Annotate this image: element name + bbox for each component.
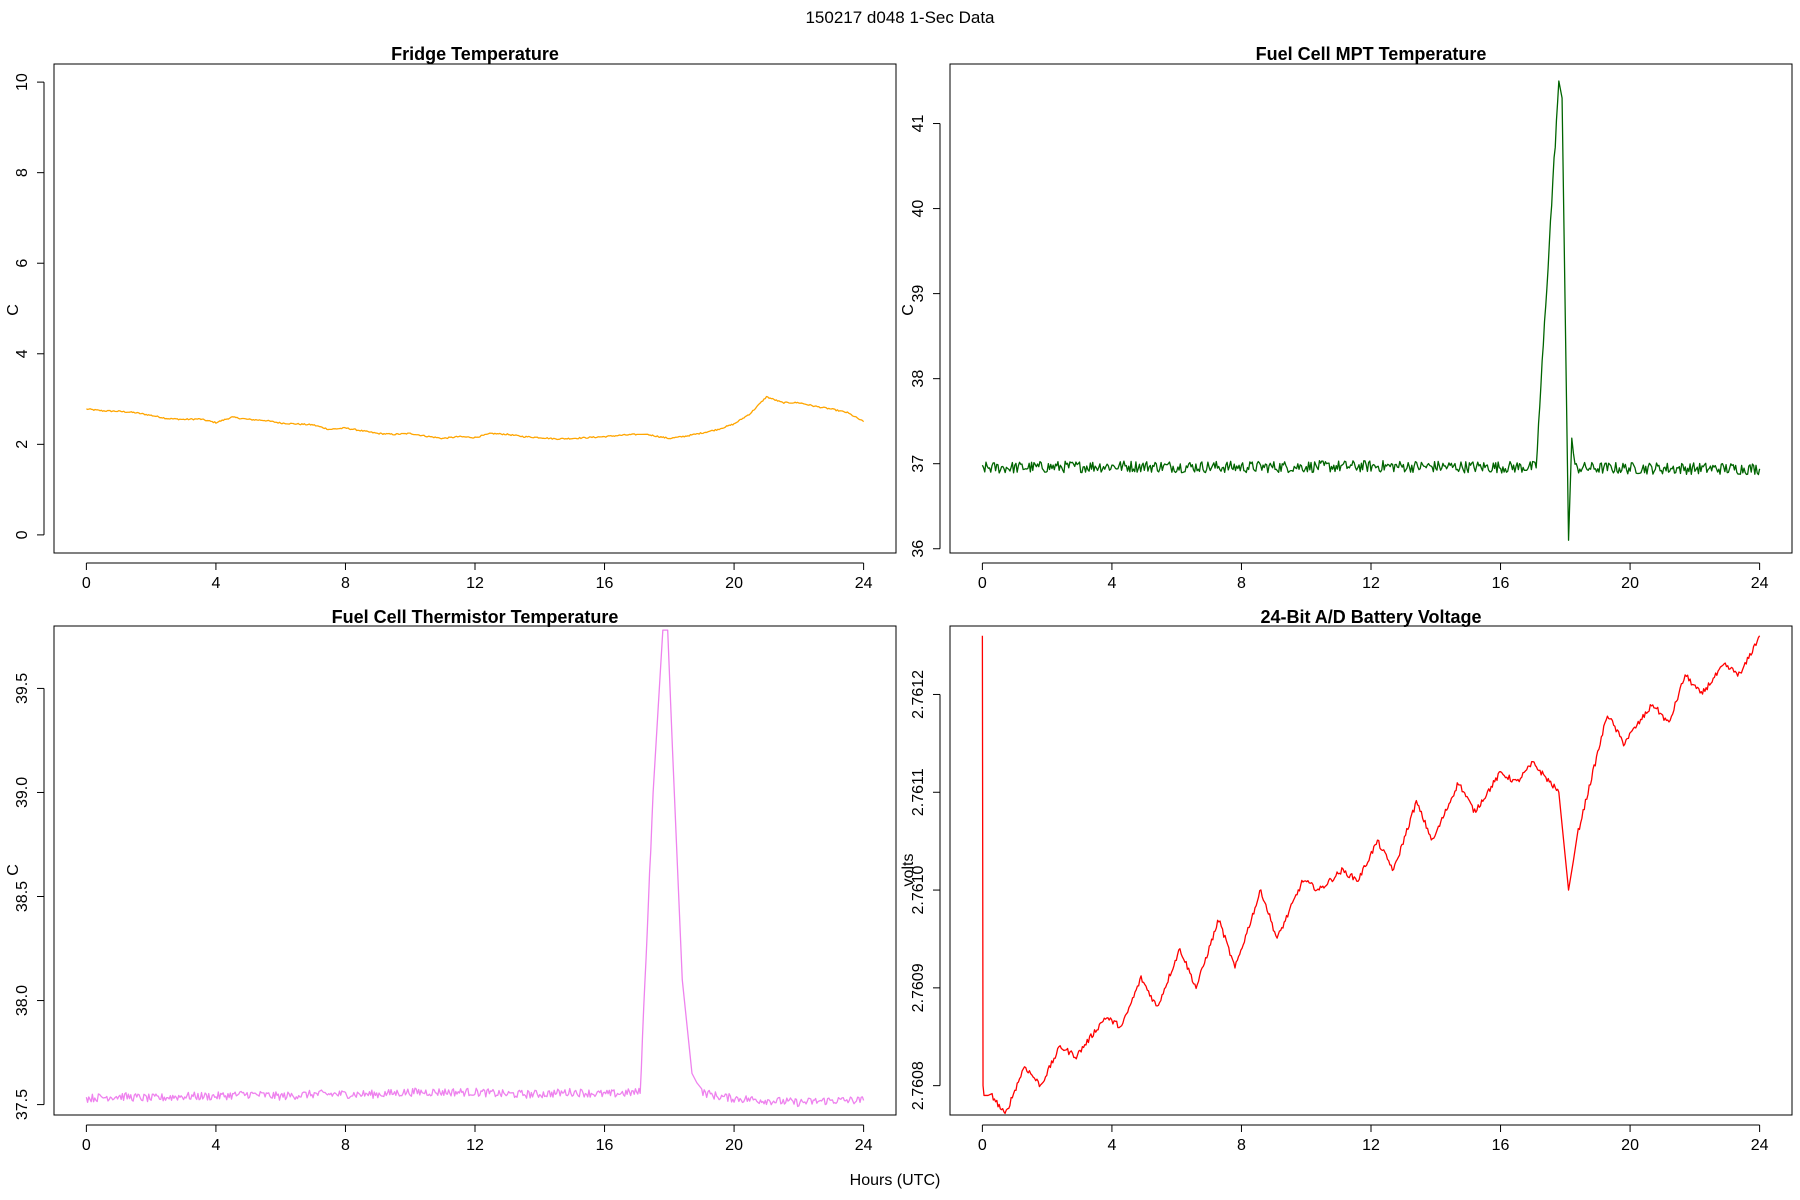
x-tick-label: 20: [725, 575, 743, 592]
plot-area: 0 4 8 12 16 20 24 36 37 38 39 40 41: [910, 80, 1769, 592]
y-tick-label: 4: [14, 349, 31, 358]
y-tick-label: 41: [910, 115, 927, 133]
plot-frame: [949, 625, 1793, 1116]
x-tick-label: 4: [211, 575, 220, 592]
y-axis-label: C: [5, 864, 22, 876]
x-tick-label: 8: [1237, 1137, 1246, 1154]
series-line: [981, 80, 1761, 541]
plot-frame: [949, 63, 1793, 554]
y-tick-label: 0: [14, 530, 31, 539]
y-tick-label: 37: [910, 455, 927, 473]
y-tick-label: 39.5: [14, 673, 31, 704]
x-tick-label: 20: [1621, 1137, 1639, 1154]
chart-title: Fuel Cell MPT Temperature: [1256, 44, 1487, 64]
x-tick-label: 8: [1237, 575, 1246, 592]
x-tick-label: 20: [1621, 575, 1639, 592]
y-tick-label: 8: [14, 168, 31, 177]
chart-title: Fridge Temperature: [391, 44, 559, 64]
plot-area: 0 4 8 12 16 20 24 2.7608 2.7609 2.7610 2.7611 2.761…: [910, 635, 1769, 1154]
y-tick-label: 2.7609: [910, 963, 927, 1012]
series-line: [86, 395, 865, 441]
panel-thermistor: Fuel Cell Thermistor Temperature C 0 4 8 12…: [5, 607, 897, 1154]
series-line: [981, 635, 1761, 1115]
panel-battery: 24-Bit A/D Battery Voltage volts 0 4 8 12 16…: [900, 607, 1793, 1154]
x-tick-label: 0: [978, 575, 987, 592]
plot-area: 0 4 8 12 16 20 24 37.5 38.0 38.5 39.0 39.5: [14, 629, 873, 1154]
y-tick-label: 2.7608: [910, 1061, 927, 1110]
x-tick-label: 16: [1492, 575, 1510, 592]
x-tick-label: 4: [1107, 575, 1116, 592]
x-tick-label: 8: [341, 575, 350, 592]
y-tick-label: 38: [910, 370, 927, 388]
plot-frame: [53, 63, 897, 554]
y-tick-label: 2: [14, 440, 31, 449]
y-tick-label: 40: [910, 200, 927, 218]
x-axis-label: Hours (UTC): [850, 1172, 941, 1189]
x-tick-label: 12: [466, 1137, 484, 1154]
y-tick-label: 39: [910, 285, 927, 303]
y-tick-label: 2.7610: [910, 865, 927, 914]
y-tick-label: 2.7612: [910, 670, 927, 719]
y-tick-label: 10: [14, 73, 31, 91]
y-axis-label: C: [5, 304, 22, 316]
x-tick-label: 4: [1107, 1137, 1116, 1154]
x-tick-label: 24: [1751, 1137, 1769, 1154]
x-tick-label: 12: [466, 575, 484, 592]
y-tick-label: 36: [910, 540, 927, 558]
y-tick-label: 6: [14, 259, 31, 268]
x-tick-label: 24: [855, 575, 873, 592]
y-tick-label: 38.5: [14, 881, 31, 912]
x-tick-label: 0: [82, 1137, 91, 1154]
x-tick-label: 0: [82, 575, 91, 592]
x-tick-label: 24: [855, 1137, 873, 1154]
panel-mpt: Fuel Cell MPT Temperature C 0 4 8 12 16 20 24 3…: [900, 44, 1793, 592]
plot-frame: [53, 625, 897, 1116]
x-tick-label: 0: [978, 1137, 987, 1154]
y-axis-label: volts: [900, 854, 917, 887]
y-tick-label: 37.5: [14, 1089, 31, 1120]
x-tick-label: 20: [725, 1137, 743, 1154]
x-tick-label: 24: [1751, 575, 1769, 592]
chart-title: 24-Bit A/D Battery Voltage: [1260, 607, 1481, 627]
y-axis-label: C: [900, 304, 917, 316]
x-tick-label: 12: [1362, 575, 1380, 592]
chart-title: Fuel Cell Thermistor Temperature: [332, 607, 619, 627]
x-tick-label: 16: [1492, 1137, 1510, 1154]
x-tick-label: 16: [596, 1137, 614, 1154]
y-tick-label: 39.0: [14, 777, 31, 808]
y-tick-label: 38.0: [14, 985, 31, 1016]
main-title: 150217 d048 1-Sec Data: [805, 8, 995, 27]
x-tick-label: 12: [1362, 1137, 1380, 1154]
series-line: [85, 629, 865, 1108]
x-tick-label: 4: [211, 1137, 220, 1154]
x-tick-label: 8: [341, 1137, 350, 1154]
x-tick-label: 16: [596, 575, 614, 592]
y-tick-label: 2.7611: [910, 768, 927, 816]
